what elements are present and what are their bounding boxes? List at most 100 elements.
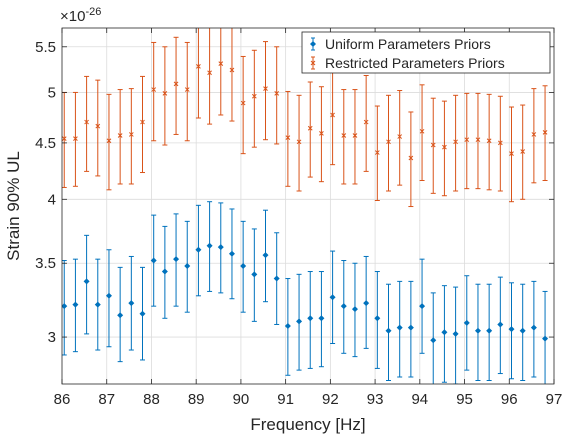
data-point xyxy=(363,300,370,307)
data-point xyxy=(274,91,280,96)
y-tick-label: 5.5 xyxy=(35,39,56,56)
x-tick-label: 88 xyxy=(143,391,160,408)
data-point xyxy=(352,133,358,138)
data-point xyxy=(284,323,291,330)
data-point xyxy=(509,151,514,157)
data-point xyxy=(273,275,280,282)
data-point xyxy=(508,326,515,333)
data-point xyxy=(84,119,89,125)
data-point xyxy=(442,144,447,150)
data-point xyxy=(374,150,380,155)
x-tick-label: 95 xyxy=(456,391,473,408)
data-point xyxy=(486,138,492,144)
grid xyxy=(62,28,554,384)
x-tick-label: 90 xyxy=(233,391,250,408)
y-tick-label: 3.5 xyxy=(35,255,56,272)
data-point xyxy=(385,327,392,334)
data-point xyxy=(105,292,112,299)
data-point xyxy=(128,300,135,307)
data-point xyxy=(151,87,157,92)
data-point xyxy=(285,135,291,140)
data-point xyxy=(474,327,481,334)
x-tick-label: 96 xyxy=(501,391,518,408)
data-point xyxy=(363,119,369,125)
x-tick-label: 94 xyxy=(411,391,428,408)
data-point xyxy=(62,136,67,142)
data-point xyxy=(441,329,448,336)
data-point xyxy=(173,81,179,87)
data-point xyxy=(162,91,168,96)
x-tick-label: 89 xyxy=(188,391,205,408)
data-point xyxy=(319,131,324,136)
data-point xyxy=(128,132,134,137)
data-point xyxy=(341,133,347,138)
data-point xyxy=(240,100,246,106)
legend: Uniform Parameters Priors Restricted Par… xyxy=(301,31,551,74)
data-point xyxy=(419,303,426,310)
data-point xyxy=(497,140,503,146)
x-tick-label: 87 xyxy=(98,391,115,408)
data-point xyxy=(218,61,224,66)
data-point xyxy=(217,244,224,251)
y-tick-label: 3 xyxy=(48,329,56,346)
data-point xyxy=(330,112,335,118)
data-point xyxy=(262,252,269,259)
data-point xyxy=(150,257,157,264)
data-point xyxy=(419,128,425,134)
x-tick-label: 92 xyxy=(322,391,339,408)
data-point xyxy=(396,324,403,331)
legend-restricted-label: Restricted Parameters Priors xyxy=(325,55,505,71)
data-point xyxy=(430,142,436,148)
series-clipped xyxy=(62,28,549,384)
data-point xyxy=(318,315,325,322)
y-exponent-label: ×10-26 xyxy=(60,6,101,25)
y-tick-label: 4.5 xyxy=(35,135,56,152)
data-point xyxy=(386,139,391,145)
x-tick-label: 93 xyxy=(367,391,384,408)
data-point xyxy=(531,132,537,137)
data-point xyxy=(520,149,526,154)
x-tick-label: 97 xyxy=(546,391,563,408)
data-point xyxy=(351,306,358,313)
data-point xyxy=(72,301,79,308)
y-tick-label: 5 xyxy=(48,84,56,101)
data-point xyxy=(73,136,78,142)
data-point xyxy=(475,137,481,143)
x-tick-label: 86 xyxy=(54,391,71,408)
data-point xyxy=(307,125,313,131)
legend-uniform-label: Uniform Parameters Priors xyxy=(325,36,491,52)
data-point xyxy=(251,271,258,278)
data-point xyxy=(140,119,145,125)
legend-uniform-symbol xyxy=(310,37,316,51)
data-point xyxy=(397,134,403,139)
data-point xyxy=(340,303,347,310)
data-point xyxy=(228,250,235,257)
data-point xyxy=(307,315,314,322)
data-point xyxy=(229,67,235,73)
data-point xyxy=(296,139,302,145)
series-uniform xyxy=(62,201,549,384)
series-restricted xyxy=(62,28,548,208)
data-point xyxy=(240,262,247,269)
data-point xyxy=(83,278,90,285)
series-layer xyxy=(62,28,549,384)
data-point xyxy=(263,86,268,91)
axes-box xyxy=(61,27,555,385)
data-point xyxy=(196,63,201,69)
data-point xyxy=(173,256,180,263)
data-point xyxy=(374,315,381,322)
data-point xyxy=(62,303,68,310)
data-point xyxy=(161,268,168,275)
x-tick-label: 91 xyxy=(277,391,294,408)
data-point xyxy=(106,138,112,144)
data-point xyxy=(251,93,257,99)
plot-area xyxy=(62,28,554,384)
data-point xyxy=(463,319,470,326)
data-point xyxy=(542,130,548,135)
y-axis-label: Strain 90% UL xyxy=(4,151,23,261)
data-point xyxy=(207,70,212,76)
data-point xyxy=(407,324,414,331)
data-point xyxy=(117,312,124,319)
data-point xyxy=(486,327,493,334)
